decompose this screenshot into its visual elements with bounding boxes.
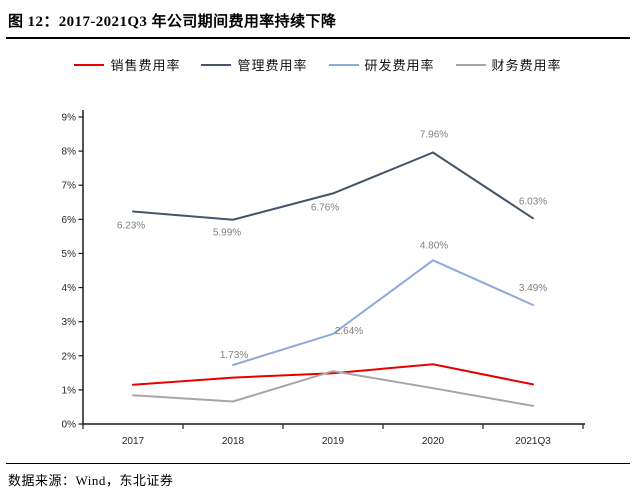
data-label: 6.76%	[311, 202, 339, 213]
y-tick-label: 1%	[62, 385, 77, 396]
x-category-label: 2020	[422, 436, 445, 447]
legend-line-finance-expense-ratio	[455, 63, 486, 66]
data-label: 6.23%	[117, 220, 145, 231]
y-tick-label: 6%	[62, 215, 77, 226]
y-tick-label: 2%	[62, 351, 77, 362]
data-label: 6.03%	[519, 196, 547, 207]
y-tick-label: 9%	[62, 113, 77, 124]
figure-title: 图 12：2017-2021Q3 年公司期间费用率持续下降	[8, 14, 337, 30]
legend-item-finance-expense-ratio: 财务费用率	[455, 55, 562, 74]
title-divider	[6, 37, 630, 39]
data-label: 5.99%	[213, 228, 241, 239]
legend-item-rd-expense-ratio: 研发费用率	[328, 55, 435, 74]
data-label: 1.73%	[220, 350, 248, 361]
legend-item-sales-expense-ratio: 销售费用率	[74, 55, 180, 74]
y-tick-label: 0%	[62, 420, 77, 431]
series-line-finance-expense-ratio	[132, 370, 534, 407]
y-tick-label: 4%	[62, 283, 77, 294]
chart-legend: 销售费用率 管理费用率 研发费用率 财务费用率	[0, 55, 636, 74]
legend-item-management-expense-ratio: 管理费用率	[201, 55, 307, 74]
legend-line-sales-expense-ratio	[74, 63, 105, 66]
series-line-management-expense-ratio	[132, 151, 534, 221]
x-category-label: 2021Q3	[515, 436, 551, 447]
legend-label: 研发费用率	[364, 58, 435, 73]
legend-line-rd-expense-ratio	[328, 63, 359, 66]
legend-label: 销售费用率	[110, 58, 181, 73]
y-tick-label: 5%	[62, 249, 77, 260]
x-category-label: 2017	[122, 436, 145, 447]
legend-label: 管理费用率	[237, 58, 308, 73]
y-tick-label: 7%	[62, 181, 77, 192]
y-tick-label: 3%	[62, 317, 77, 328]
series-line-rd-expense-ratio	[232, 259, 534, 366]
x-category-label: 2019	[322, 436, 345, 447]
data-label: 3.49%	[519, 283, 547, 294]
legend-label: 财务费用率	[491, 58, 562, 73]
legend-line-management-expense-ratio	[201, 63, 232, 66]
line-chart: 0% 1% 2% 3% 4% 5% 6% 7% 8% 9% 2017 2018 2019 2020 2021…	[62, 110, 585, 447]
footer-divider	[6, 463, 630, 464]
series-line-sales-expense-ratio	[132, 363, 534, 386]
x-category-label: 2018	[222, 436, 245, 447]
data-label: 2.64%	[335, 326, 363, 337]
data-label: 7.96%	[420, 129, 448, 140]
y-tick-label: 8%	[62, 147, 77, 158]
data-label: 4.80%	[420, 240, 448, 251]
data-source: 数据来源：Wind，东北证券	[8, 473, 174, 488]
